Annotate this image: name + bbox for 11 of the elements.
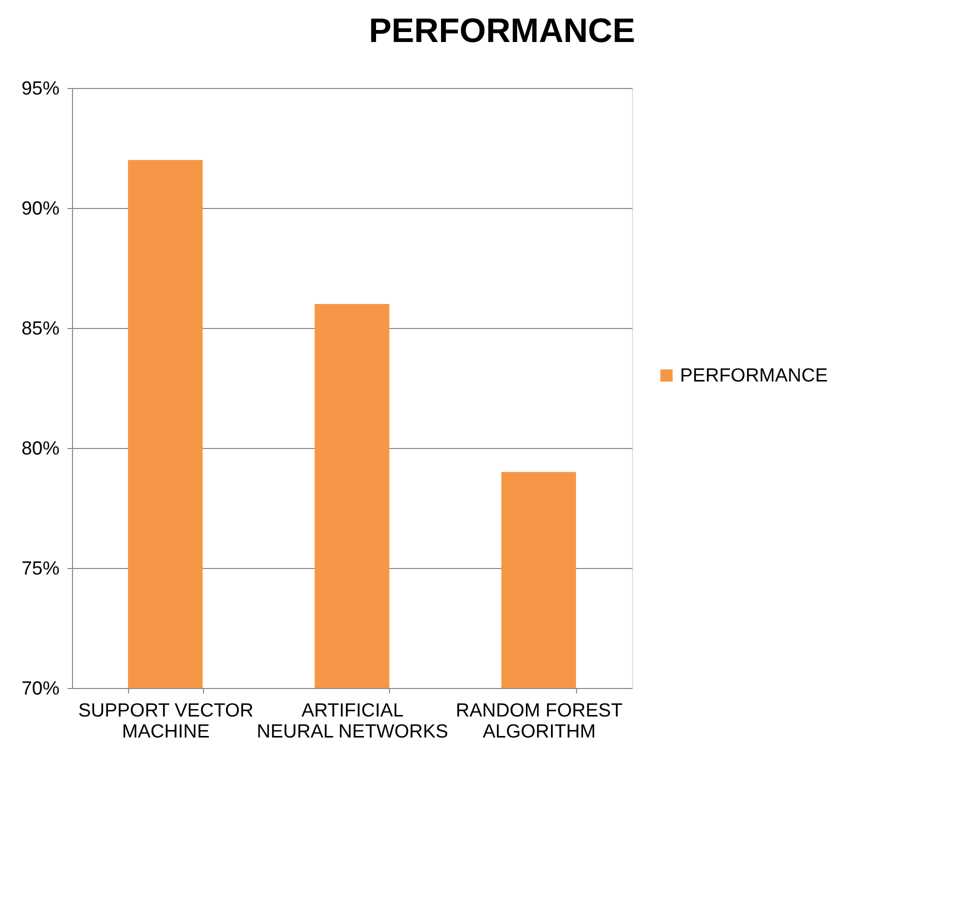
x-tick-label: RANDOM FOREST ALGORITHM (456, 700, 623, 742)
y-tick-label: 85% (21, 318, 60, 340)
legend-label: PERFORMANCE (680, 366, 828, 386)
y-tick-label: 80% (21, 438, 60, 460)
x-tick-label: ARTIFICIAL NEURAL NETWORKS (256, 700, 448, 742)
chart-title: PERFORMANCE (368, 12, 636, 50)
x-tick-label: SUPPORT VECTOR MACHINE (78, 700, 254, 742)
y-tick-label: 90% (21, 198, 60, 220)
y-tick-label: 75% (21, 558, 60, 580)
y-tick-label: 95% (21, 78, 60, 100)
y-tick-label: 70% (21, 678, 60, 700)
